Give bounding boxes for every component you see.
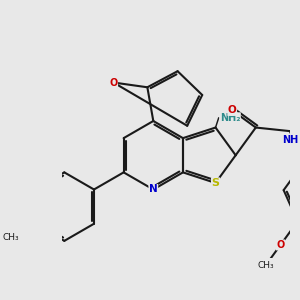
Text: O: O <box>228 105 237 116</box>
Text: NH₂: NH₂ <box>220 113 240 123</box>
Text: O: O <box>109 77 118 88</box>
Text: NH: NH <box>282 134 298 145</box>
Text: N: N <box>149 184 158 194</box>
Text: O: O <box>276 240 285 250</box>
Text: S: S <box>212 178 220 188</box>
Text: CH₃: CH₃ <box>257 261 274 270</box>
Text: CH₃: CH₃ <box>3 233 19 242</box>
